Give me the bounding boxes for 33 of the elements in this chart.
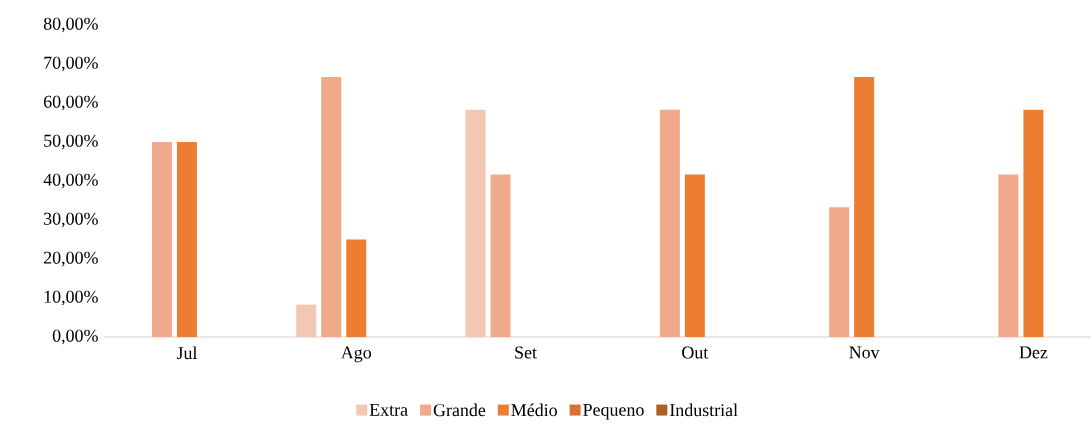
bar xyxy=(854,76,875,337)
legend-label: Grande xyxy=(433,403,486,417)
x-tick-label: Out xyxy=(682,346,709,359)
bar xyxy=(490,174,511,337)
y-tick-label: 10,00% xyxy=(44,290,98,306)
bar xyxy=(998,174,1019,337)
bar xyxy=(465,109,486,337)
y-tick-label: 50,00% xyxy=(44,134,98,150)
legend-label: Médio xyxy=(511,403,557,417)
x-tick-label: Ago xyxy=(340,346,372,363)
bar xyxy=(1023,109,1044,337)
bar xyxy=(659,109,680,337)
legend-label: Pequeno xyxy=(583,403,644,420)
bar xyxy=(176,142,197,337)
x-tick-label: Dez xyxy=(1019,346,1048,359)
x-tick-label: Nov xyxy=(849,346,880,359)
bar xyxy=(346,239,367,337)
bar xyxy=(321,76,342,337)
x-tick-label: Set xyxy=(515,346,537,359)
bar xyxy=(151,142,172,337)
y-tick-label: 30,00% xyxy=(44,212,98,228)
bar xyxy=(684,174,705,337)
y-tick-label: 40,00% xyxy=(43,173,98,189)
x-tick-label: Jul xyxy=(176,346,198,360)
y-tick-label: 60,00% xyxy=(43,95,98,111)
y-tick-label: 70,00% xyxy=(44,56,98,72)
bar xyxy=(296,304,317,337)
legend-label: Extra xyxy=(369,403,408,416)
bar xyxy=(829,207,850,337)
legend-label: Industrial xyxy=(669,403,738,417)
y-tick-label: 80,00% xyxy=(43,17,98,33)
y-tick-label: 0,00% xyxy=(52,329,98,345)
y-tick-label: 20,00% xyxy=(43,251,98,267)
